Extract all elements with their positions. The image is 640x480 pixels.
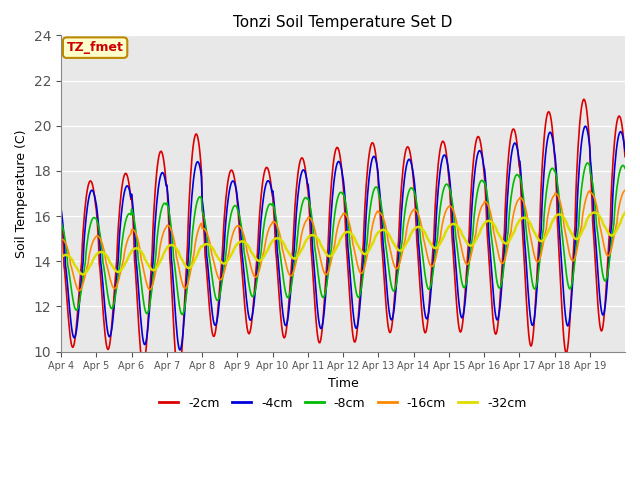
-32cm xyxy=(434,244,442,250)
-8cm xyxy=(584,160,591,166)
-32cm xyxy=(621,210,629,216)
-2cm xyxy=(175,375,182,381)
-16cm xyxy=(621,187,629,193)
-16cm xyxy=(402,231,410,237)
-16cm xyxy=(277,237,285,242)
-16cm xyxy=(228,235,236,241)
-8cm xyxy=(57,219,65,225)
Line: -32cm: -32cm xyxy=(61,213,625,275)
-2cm xyxy=(57,212,65,218)
-2cm xyxy=(228,167,236,173)
-4cm xyxy=(582,123,589,129)
-16cm xyxy=(57,237,65,242)
-32cm xyxy=(124,255,132,261)
-2cm xyxy=(277,315,285,321)
-2cm xyxy=(434,169,442,175)
Line: -16cm: -16cm xyxy=(61,190,625,291)
Title: Tonzi Soil Temperature Set D: Tonzi Soil Temperature Set D xyxy=(234,15,452,30)
-32cm xyxy=(590,210,598,216)
-8cm xyxy=(179,312,186,317)
-16cm xyxy=(256,266,264,272)
-4cm xyxy=(621,148,629,154)
-4cm xyxy=(256,240,264,245)
-32cm xyxy=(256,258,264,264)
-4cm xyxy=(228,180,236,185)
-32cm xyxy=(402,241,410,247)
-16cm xyxy=(124,236,132,242)
-8cm xyxy=(277,257,285,263)
Y-axis label: Soil Temperature (C): Soil Temperature (C) xyxy=(15,129,28,258)
-8cm xyxy=(434,235,442,240)
-4cm xyxy=(434,195,442,201)
-8cm xyxy=(256,259,264,264)
-4cm xyxy=(124,183,131,189)
-4cm xyxy=(57,205,65,211)
-4cm xyxy=(277,290,285,296)
-2cm xyxy=(402,147,410,153)
Text: TZ_fmet: TZ_fmet xyxy=(67,41,124,54)
-2cm xyxy=(124,173,131,179)
-4cm xyxy=(176,347,184,353)
Line: -8cm: -8cm xyxy=(61,163,625,314)
-16cm xyxy=(434,247,442,253)
X-axis label: Time: Time xyxy=(328,377,358,390)
-32cm xyxy=(57,255,65,261)
-2cm xyxy=(621,154,629,159)
Line: -4cm: -4cm xyxy=(61,126,625,350)
-2cm xyxy=(580,96,588,102)
-32cm xyxy=(79,272,87,277)
-8cm xyxy=(124,213,131,219)
-8cm xyxy=(402,202,410,208)
-4cm xyxy=(402,166,410,171)
Line: -2cm: -2cm xyxy=(61,99,625,378)
-8cm xyxy=(621,166,629,171)
-32cm xyxy=(277,237,285,243)
-16cm xyxy=(76,288,83,294)
Legend: -2cm, -4cm, -8cm, -16cm, -32cm: -2cm, -4cm, -8cm, -16cm, -32cm xyxy=(154,392,532,415)
-8cm xyxy=(228,209,236,215)
-32cm xyxy=(228,251,236,257)
-2cm xyxy=(256,212,264,217)
